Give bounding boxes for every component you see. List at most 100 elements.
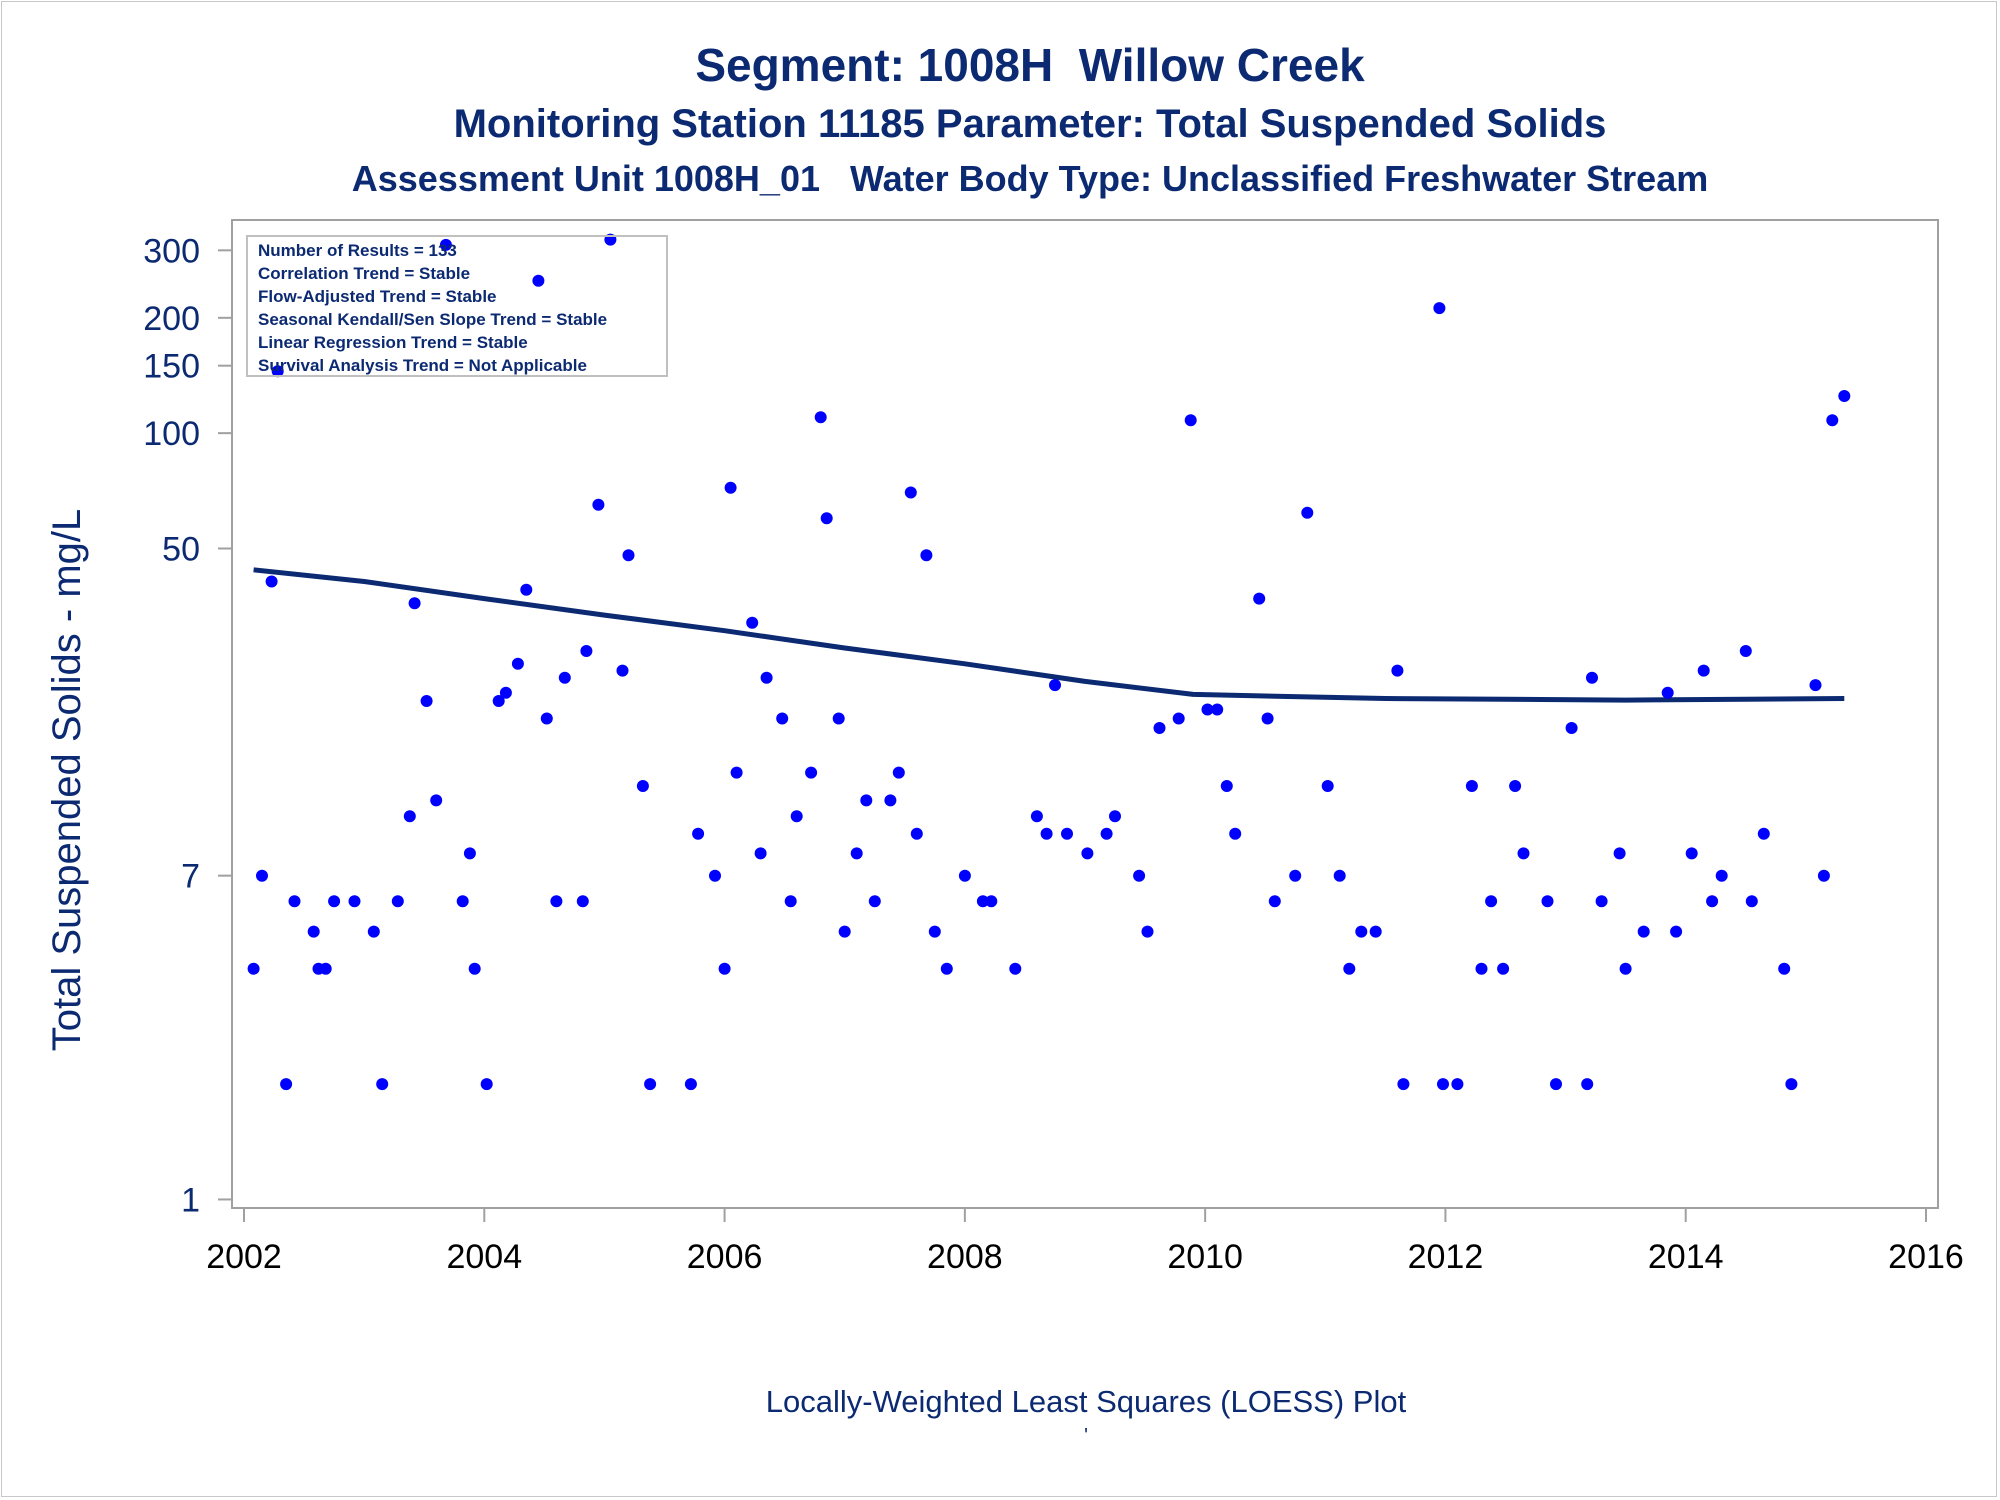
data-point — [1670, 925, 1683, 938]
data-point — [499, 686, 512, 699]
data-point — [1826, 414, 1839, 427]
data-point — [820, 512, 833, 525]
legend-linear-regression-trend: Linear Regression Trend = Stable — [258, 333, 528, 352]
y-tick-label-1: 1 — [181, 1181, 200, 1219]
legend-box: Number of Results = 133 Correlation Tren… — [246, 235, 668, 377]
data-point — [1268, 895, 1281, 908]
plot-area — [231, 219, 1939, 1209]
data-point — [319, 962, 332, 975]
data-point — [1509, 780, 1522, 792]
data-points — [247, 233, 1851, 1091]
data-point — [892, 766, 905, 779]
data-point — [1211, 703, 1224, 716]
data-point — [511, 657, 524, 670]
x-tick-label-2002: 2002 — [206, 1238, 282, 1276]
data-point — [805, 766, 818, 779]
y-tick-label-7: 7 — [181, 858, 200, 896]
data-point — [1049, 679, 1061, 692]
data-point — [1581, 1078, 1594, 1091]
legend-background — [246, 235, 668, 377]
data-point — [1301, 506, 1314, 519]
data-point — [684, 1078, 697, 1091]
legend-number-of-results: Number of Results = 133 — [258, 241, 457, 260]
data-point — [328, 895, 341, 908]
data-point — [1141, 925, 1154, 938]
data-point — [1333, 869, 1346, 882]
data-point — [558, 671, 571, 684]
legend-correlation-trend: Correlation Trend = Stable — [258, 264, 470, 283]
data-point — [1437, 1078, 1449, 1091]
data-point — [280, 1078, 293, 1091]
data-point — [1451, 1078, 1464, 1091]
x-tick-label-2012: 2012 — [1408, 1238, 1484, 1276]
data-point — [1201, 703, 1214, 716]
data-point — [928, 925, 941, 938]
data-point — [730, 766, 743, 779]
data-point — [391, 895, 404, 908]
data-point — [622, 549, 635, 562]
x-tick-label-2010: 2010 — [1167, 1238, 1243, 1276]
data-point — [1715, 869, 1728, 882]
data-point — [1153, 722, 1166, 734]
data-point — [1757, 827, 1770, 840]
data-point — [1565, 722, 1578, 734]
data-point — [456, 895, 469, 908]
data-point — [709, 869, 721, 882]
data-point — [1838, 390, 1851, 402]
legend-seasonal-kendall-trend: Seasonal Kendall/Sen Slope Trend = Stabl… — [258, 310, 607, 329]
data-point — [1541, 895, 1554, 908]
data-point — [1739, 645, 1752, 657]
data-point — [985, 895, 998, 908]
data-point — [1009, 962, 1022, 975]
data-point — [540, 712, 553, 725]
data-point — [1261, 712, 1274, 725]
y-tick-label-300: 300 — [143, 232, 200, 270]
data-point — [910, 827, 923, 840]
data-point — [532, 274, 545, 287]
data-point — [463, 847, 476, 860]
x-tick-label-2006: 2006 — [687, 1238, 763, 1276]
data-point — [718, 962, 731, 975]
data-point — [784, 895, 797, 908]
data-point — [616, 664, 629, 677]
data-point — [1809, 679, 1822, 692]
legend-flow-adjusted-trend: Flow-Adjusted Trend = Stable — [258, 287, 497, 306]
data-point — [403, 810, 416, 823]
data-point — [520, 583, 533, 596]
x-tick-label-2004: 2004 — [446, 1238, 522, 1276]
x-axis: 2002 2004 2006 2008 2010 2012 2014 2016 — [206, 1208, 1964, 1276]
data-point — [1172, 712, 1185, 725]
data-point — [1133, 869, 1146, 882]
x-tick-label-2008: 2008 — [927, 1238, 1003, 1276]
y-axis-label: Total Suspended Solids - mg/L — [45, 509, 89, 1052]
data-point — [1369, 925, 1382, 938]
data-point — [1229, 827, 1242, 840]
data-point — [265, 575, 278, 588]
data-point — [1321, 780, 1334, 792]
data-point — [1778, 962, 1791, 975]
data-point — [1706, 895, 1719, 908]
data-point — [1517, 847, 1530, 860]
data-point — [1661, 686, 1674, 699]
data-point — [420, 695, 433, 707]
data-point — [1817, 869, 1830, 882]
data-point — [288, 895, 301, 908]
data-point — [1637, 925, 1650, 938]
data-point — [468, 962, 481, 975]
data-point — [746, 616, 759, 629]
y-tick-label-50: 50 — [162, 530, 200, 568]
data-point — [1475, 962, 1488, 975]
data-point — [1109, 810, 1121, 823]
data-point — [408, 597, 421, 610]
data-point — [1040, 827, 1053, 840]
data-point — [580, 645, 593, 657]
data-point — [1081, 847, 1094, 860]
y-tick-label-150: 150 — [143, 348, 200, 386]
data-point — [814, 411, 827, 424]
y-tick-label-200: 200 — [143, 300, 200, 338]
data-point — [868, 895, 881, 908]
data-point — [958, 869, 971, 882]
y-tick-label-100: 100 — [143, 415, 200, 453]
